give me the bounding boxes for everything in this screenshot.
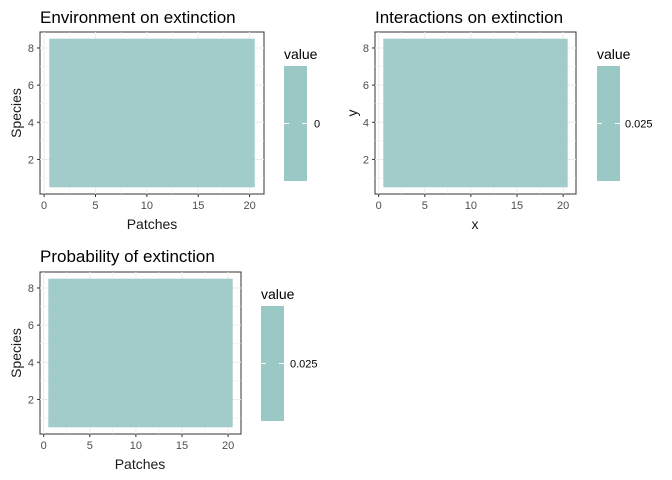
x-tick-label: 20 <box>243 200 255 212</box>
heatmap-tiles <box>48 278 233 428</box>
x-tick-label: 15 <box>511 200 523 212</box>
x-axis-label: x <box>472 216 479 232</box>
legend-label: 0.025 <box>290 359 318 371</box>
x-tick-label: 0 <box>41 440 47 452</box>
x-tick-label: 15 <box>192 200 204 212</box>
y-axis-label: Species <box>8 88 24 138</box>
legend-title: value <box>261 286 295 302</box>
panel-interactions: Interactions on extinction 0 5 10 15 202468 … <box>344 8 653 232</box>
axis-ticks: 0 5 10 15 20 2 4 6 8 <box>363 43 569 212</box>
y-axis-label: Species <box>8 328 24 378</box>
x-tick-label: 5 <box>92 200 98 212</box>
x-tick-label: 10 <box>130 440 142 452</box>
panel-environment: Environment on extinction 0 5 10 15 20 2 4 6 8 P… <box>8 8 320 232</box>
heatmap-tiles <box>383 38 568 188</box>
x-tick-label: 10 <box>465 200 477 212</box>
axis-ticks: 0 5 10 15 20 2 4 6 8 <box>28 283 234 452</box>
y-tick-label: 6 <box>363 80 369 92</box>
legend-colorbar <box>261 306 284 421</box>
y-tick-label: 2 <box>363 154 369 166</box>
legend-label: 0.025 <box>625 119 653 131</box>
panel-title: Interactions on extinction <box>375 8 563 27</box>
y-tick-label: 4 <box>28 357 34 369</box>
y-tick-label: 4 <box>363 117 369 129</box>
x-tick-label: 20 <box>222 440 234 452</box>
legend-label: 0 <box>314 119 320 131</box>
y-axis-label: y <box>344 110 360 117</box>
heatmap-tiles <box>49 38 255 188</box>
x-axis-label: Patches <box>127 216 178 232</box>
x-tick-label: 0 <box>41 200 47 212</box>
x-tick-label: 0 <box>376 200 382 212</box>
y-tick-label: 4 <box>28 117 34 129</box>
y-tick-label: 8 <box>28 283 34 295</box>
x-tick-label: 20 <box>557 200 569 212</box>
x-tick-label: 10 <box>141 200 153 212</box>
y-tick-label: 6 <box>28 320 34 332</box>
x-tick-label: 5 <box>422 200 428 212</box>
legend-title: value <box>284 46 318 62</box>
legend-colorbar <box>597 66 620 181</box>
y-tick-label: 8 <box>363 43 369 55</box>
x-tick-label: 15 <box>176 440 188 452</box>
x-tick-label: 5 <box>87 440 93 452</box>
legend-title: value <box>597 46 631 62</box>
panel-title: Environment on extinction <box>40 8 236 27</box>
panel-title: Probability of extinction <box>40 247 215 266</box>
legend-colorbar <box>284 66 307 181</box>
y-tick-label: 8 <box>28 43 34 55</box>
y-tick-label: 2 <box>28 154 34 166</box>
x-axis-label: Patches <box>115 456 166 472</box>
y-tick-label: 2 <box>28 394 34 406</box>
axis-ticks: 0 5 10 15 20 2 4 6 8 <box>28 43 256 212</box>
y-tick-label: 6 <box>28 80 34 92</box>
panel-probability: Probability of extinction 0 5 10 15 20 2 4 6 8 P… <box>8 247 318 472</box>
